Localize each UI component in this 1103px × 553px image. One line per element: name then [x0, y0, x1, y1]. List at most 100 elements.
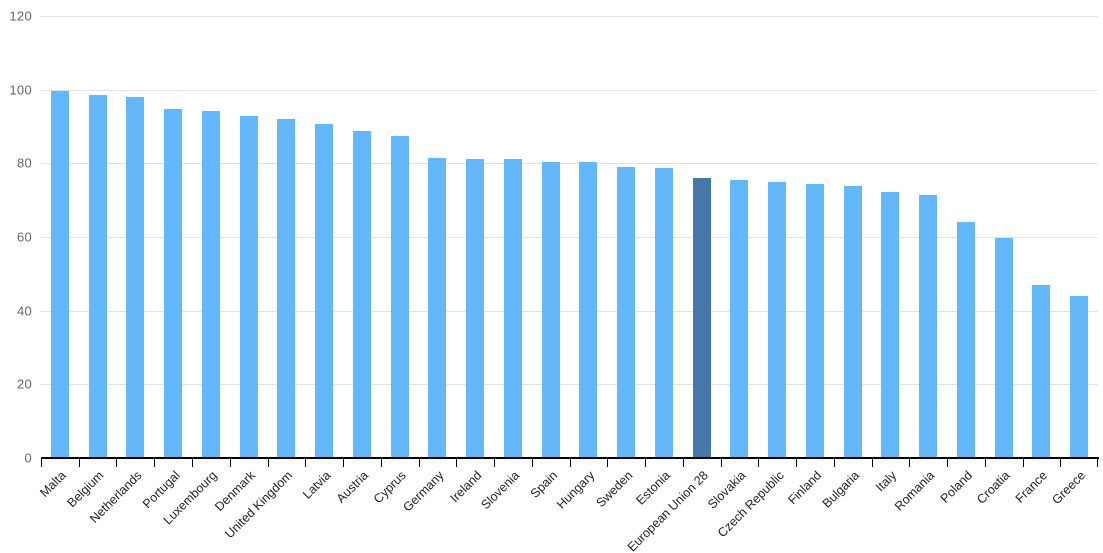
- bar-slovakia[interactable]: [730, 180, 749, 458]
- bar-sweden[interactable]: [617, 166, 636, 458]
- y-tick-label-20: 20: [16, 376, 32, 392]
- x-label-spain: Spain: [527, 468, 560, 501]
- x-tick: [191, 459, 193, 467]
- y-tick-label-120: 120: [9, 8, 32, 24]
- x-tick: [418, 459, 420, 467]
- bar-slovenia[interactable]: [503, 158, 522, 458]
- x-label-slovenia: Slovenia: [478, 468, 523, 513]
- x-label-austria: Austria: [333, 468, 372, 506]
- bar-greece[interactable]: [1070, 295, 1089, 458]
- bar-slot-germany: [419, 16, 457, 458]
- bar-luxembourg[interactable]: [201, 110, 220, 458]
- x-label-united-kingdom: United Kingdom: [222, 468, 296, 542]
- y-tick-label-60: 60: [16, 229, 32, 245]
- bar-romania[interactable]: [919, 194, 938, 458]
- x-label-malta: Malta: [37, 468, 70, 500]
- bar-united-kingdom[interactable]: [277, 118, 296, 458]
- plot-area: [41, 16, 1098, 458]
- y-tick-label-100: 100: [9, 82, 32, 98]
- x-axis-labels: Malta Belgium Netherlands Portugal Luxembour…: [37, 468, 1098, 553]
- bar-european-union-28[interactable]: [692, 178, 711, 458]
- x-tick: [41, 459, 42, 467]
- x-label-ireland: Ireland: [447, 468, 485, 506]
- x-tick: [607, 459, 609, 467]
- bar-czech-republic[interactable]: [768, 182, 787, 458]
- bar-slot-united-kingdom: [268, 16, 306, 458]
- bar-latvia[interactable]: [315, 123, 334, 458]
- x-tick: [154, 459, 156, 467]
- bar-slot-ireland: [456, 16, 494, 458]
- bar-slot-denmark: [230, 16, 268, 458]
- bar-slot-greece: [1060, 16, 1098, 458]
- x-label-croatia: Croatia: [974, 468, 1013, 507]
- bar-slot-spain: [532, 16, 570, 458]
- x-tick: [833, 459, 835, 467]
- bar-slot-belgium: [79, 16, 117, 458]
- bar-slot-hungary: [570, 16, 608, 458]
- gridline-60: [41, 237, 1098, 238]
- gridline-80: [41, 163, 1098, 165]
- bar-slot-romania: [909, 16, 947, 458]
- x-label-italy: Italy: [873, 468, 900, 495]
- bar-denmark[interactable]: [239, 115, 258, 458]
- bar-netherlands[interactable]: [126, 97, 145, 458]
- bar-estonia[interactable]: [654, 167, 673, 458]
- bar-bulgaria[interactable]: [843, 185, 862, 458]
- x-tick: [758, 459, 760, 467]
- x-label-greece: Greece: [1049, 468, 1089, 508]
- bar-malta[interactable]: [50, 90, 69, 458]
- bar-slot-finland: [796, 16, 834, 458]
- x-label-latvia: Latvia: [299, 468, 334, 502]
- x-tick: [644, 459, 646, 467]
- bar-slot-estonia: [645, 16, 683, 458]
- bar-cyprus[interactable]: [390, 136, 409, 458]
- bar-slot-france: [1023, 16, 1061, 458]
- bar-italy[interactable]: [881, 192, 900, 458]
- bar-slot-european-union-28: [683, 16, 721, 458]
- x-tick: [1060, 459, 1062, 467]
- x-label-romania: Romania: [892, 468, 938, 514]
- bar-spain[interactable]: [541, 161, 560, 458]
- x-tick: [456, 459, 458, 467]
- bar-france[interactable]: [1032, 284, 1051, 458]
- bar-poland[interactable]: [956, 221, 975, 458]
- x-tick: [984, 459, 986, 467]
- x-tick: [871, 459, 873, 467]
- x-tick: [267, 459, 269, 467]
- bar-finland[interactable]: [805, 184, 824, 458]
- x-axis-ticks: [41, 459, 1098, 467]
- x-tick: [342, 459, 344, 467]
- bar-slot-portugal: [154, 16, 192, 458]
- y-tick-label-40: 40: [16, 303, 32, 319]
- bar-austria[interactable]: [352, 130, 371, 458]
- x-label-finland: Finland: [785, 468, 825, 508]
- x-tick: [494, 459, 495, 467]
- bar-belgium[interactable]: [88, 94, 107, 458]
- bar-germany[interactable]: [428, 157, 447, 458]
- bar-slot-czech-republic: [758, 16, 796, 458]
- bar-slot-latvia: [305, 16, 343, 458]
- x-axis-line: [41, 457, 1099, 459]
- bar-slot-slovenia: [494, 16, 532, 458]
- bar-hungary[interactable]: [579, 162, 598, 458]
- x-tick: [305, 459, 307, 467]
- x-label-hungary: Hungary: [554, 468, 598, 512]
- x-tick: [682, 459, 684, 467]
- gridline-40: [41, 310, 1098, 312]
- x-label-france: France: [1013, 468, 1051, 506]
- x-label-bulgaria: Bulgaria: [819, 468, 862, 511]
- bars-container: [41, 16, 1098, 458]
- x-tick: [720, 459, 722, 467]
- x-tick: [229, 459, 231, 467]
- x-label-poland: Poland: [937, 468, 976, 506]
- y-tick-label-80: 80: [16, 155, 32, 171]
- bar-slot-croatia: [985, 16, 1023, 458]
- bar-slot-italy: [872, 16, 910, 458]
- bar-slot-sweden: [607, 16, 645, 458]
- x-tick: [796, 459, 797, 467]
- bar-slot-cyprus: [381, 16, 419, 458]
- bar-croatia[interactable]: [994, 237, 1013, 458]
- bar-portugal[interactable]: [164, 108, 183, 458]
- bar-ireland[interactable]: [466, 158, 485, 458]
